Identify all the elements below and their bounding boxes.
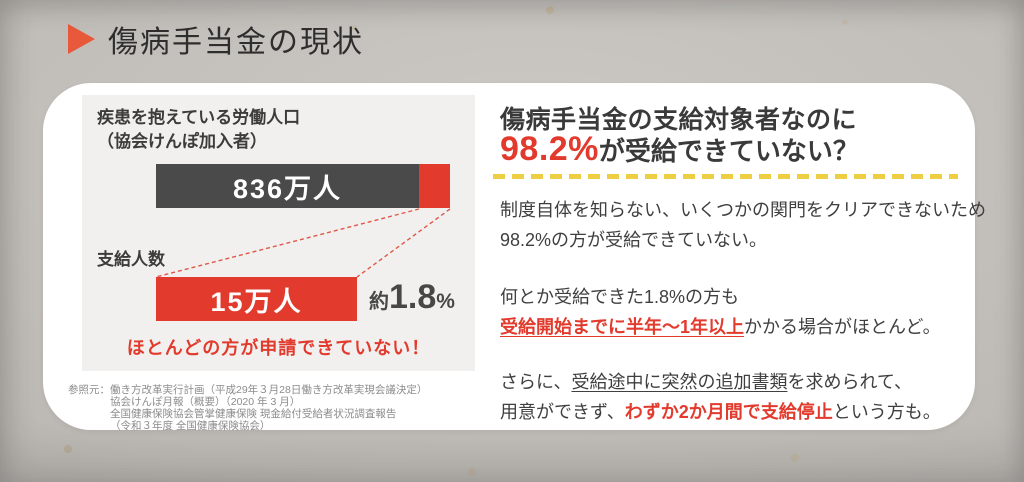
paragraph-1-line1: 制度自体を知らない、いくつかの関門をクリアできないため [500,200,986,220]
headline-line2: 98.2%が受給できていない？ [500,130,859,169]
triangle-bullet-icon [68,24,95,54]
reference-line: （令和３年度 全国健康保険協会） [110,420,271,432]
paragraph-2-line1: 何とか受給できた1.8%の方も [500,287,740,307]
paragraph-3-line1: さらに、受給途中に突然の追加書類を求められて、 [500,367,941,397]
headline-percent: 98.2% [500,130,599,168]
content-card: 疾患を抱えている労働人口 （協会けんぽ加入者） 836万人 支給人数 15万人 … [43,83,986,432]
paragraph-3: さらに、受給途中に突然の追加書類を求められて、 用意ができず、わずか2か月間で支… [500,367,941,427]
ratio-annotation: 約1.8% [369,278,455,317]
headline-line1: 傷病手当金の支給対象者なのに [500,106,858,134]
chart-panel: 疾患を抱えている労働人口 （協会けんぽ加入者） 836万人 支給人数 15万人 … [82,95,475,371]
reference-citation: 参照元： 働き方改革実行計画（平成29年３月28日働き方改革実現会議決定） 協会… [68,384,427,432]
paragraph-1-line2: 98.2%の方が受給できていない。 [500,230,768,250]
paragraph-3-line2-post: という方も。 [832,402,941,422]
recipients-bar-label: 支給人数 [97,250,165,269]
reference-line: 全国健康保険協会管掌健康保険 現金給付受給者状況調査報告 [110,408,397,420]
paragraph-3-line1-pre: さらに、 [500,372,572,392]
reference-label: 参照元： [68,384,110,396]
population-bar-value: 836万人 [232,173,343,204]
recipients-highlight-segment [419,164,450,208]
page-title: 傷病手当金の現状 [108,26,364,59]
paragraph-2-emphasis: 受給開始までに半年〜1年以上 [500,317,745,337]
slide-header: 傷病手当金の現状 [68,17,364,61]
paragraph-3-emphasis: わずか2か月間で支給停止 [624,402,833,422]
population-bar: 836万人 [156,164,450,208]
paragraph-3-underline: 受給途中に突然の追加書類 [571,372,788,392]
yellow-dashed-underline [493,174,958,179]
chart-note: ほとんどの方が申請できていない！ [126,338,431,358]
paragraph-2-line2: 受給開始までに半年〜1年以上かかる場合がほとんど。 [500,312,941,342]
ratio-suffix: % [436,290,455,313]
paragraph-3-line1-post: を求められて、 [787,372,913,392]
reference-line: 働き方改革実行計画（平成29年３月28日働き方改革実現会議決定） [110,384,428,396]
reference-lines: 働き方改革実行計画（平成29年３月28日働き方改革実現会議決定） 協会けんぽ月報… [110,384,427,432]
recipients-bar-value: 15万人 [210,286,303,317]
paragraph-3-line2-pre: 用意ができず、 [500,402,625,422]
population-bar-segment: 836万人 [156,164,419,208]
paragraph-3-line2: 用意ができず、わずか2か月間で支給停止という方も。 [500,397,941,427]
population-bar-label-line1: 疾患を抱えている労働人口 [97,108,301,127]
paragraph-2: 何とか受給できた1.8%の方も 受給開始までに半年〜1年以上かかる場合がほとんど… [500,282,941,342]
population-bar-label: 疾患を抱えている労働人口 （協会けんぽ加入者） [97,106,300,154]
headline-rest: が受給できていない？ [598,136,859,166]
reference-line: 協会けんぽ月報（概要）（2020 年 3 月） [110,396,301,408]
background-speckles [0,0,4,4]
paragraph-2-line2-rest: かかる場合がほとんど。 [744,317,941,337]
ratio-value: 1.8 [389,278,437,316]
paragraph-1: 制度自体を知らない、いくつかの関門をクリアできないため 98.2%の方が受給でき… [500,195,986,255]
ratio-prefix: 約 [369,291,389,313]
recipients-bar: 15万人 [156,277,357,321]
population-bar-label-line2: （協会けんぽ加入者） [97,132,267,151]
zoom-connector-lines [155,208,451,278]
